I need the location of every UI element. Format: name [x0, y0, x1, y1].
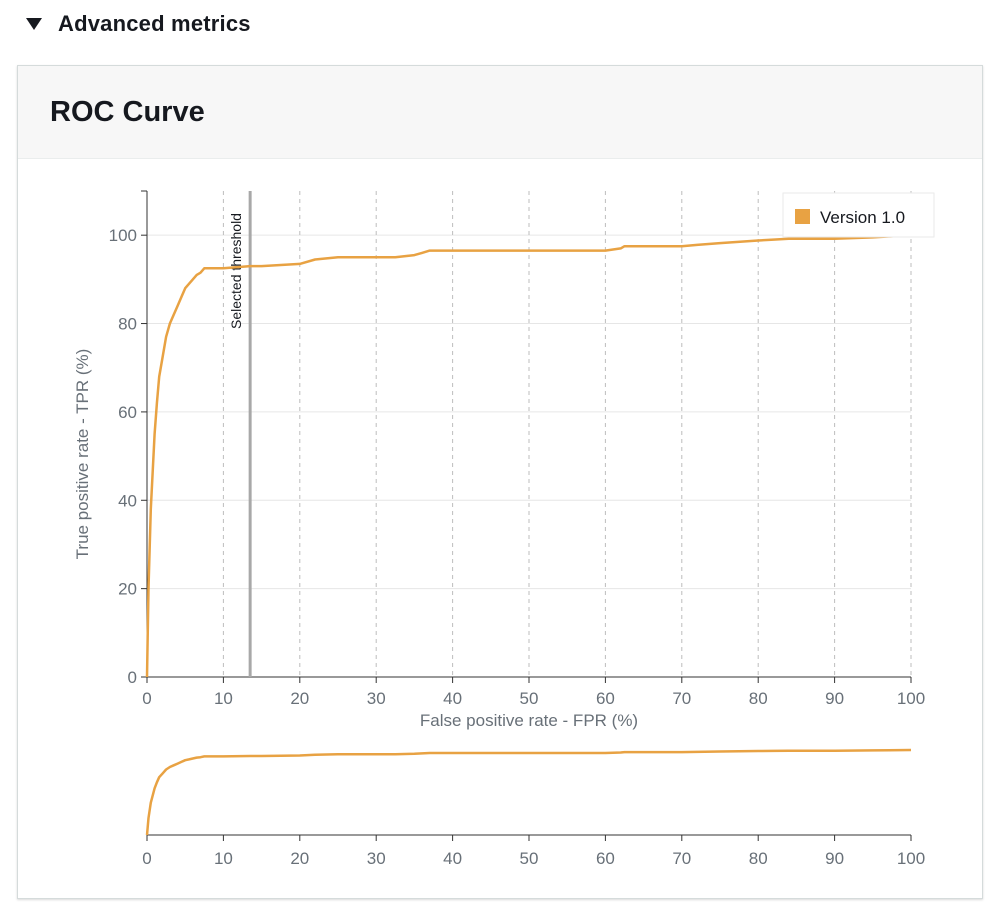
y-tick-label: 0 — [128, 668, 137, 687]
overview-x-tick-label: 100 — [897, 849, 925, 868]
overview-x-tick-label: 30 — [367, 849, 386, 868]
x-tick-label: 80 — [749, 689, 768, 708]
section-title: Advanced metrics — [58, 11, 251, 36]
selected-threshold-label: Selected threshold — [228, 213, 244, 329]
x-axis-label: False positive rate - FPR (%) — [420, 711, 638, 730]
overview-x-tick-label: 10 — [214, 849, 233, 868]
caret-down-icon[interactable] — [26, 18, 42, 30]
y-tick-label: 20 — [118, 580, 137, 599]
overview-x-tick-label: 70 — [672, 849, 691, 868]
overview-x-tick-label: 40 — [443, 849, 462, 868]
overview-x-tick-label: 50 — [520, 849, 539, 868]
x-tick-label: 50 — [520, 689, 539, 708]
panel-title: ROC Curve — [50, 95, 205, 128]
y-tick-label: 80 — [118, 315, 137, 334]
y-tick-label: 60 — [118, 403, 137, 422]
x-tick-label: 70 — [672, 689, 691, 708]
legend-swatch — [795, 209, 810, 224]
overview-x-tick-label: 0 — [142, 849, 151, 868]
overview-x-tick-label: 90 — [825, 849, 844, 868]
x-tick-label: 60 — [596, 689, 615, 708]
overview-x-tick-label: 80 — [749, 849, 768, 868]
legend-label: Version 1.0 — [820, 208, 905, 227]
x-tick-label: 10 — [214, 689, 233, 708]
x-tick-label: 20 — [290, 689, 309, 708]
series-line-version-1 — [145, 233, 912, 678]
overview-x-tick-label: 60 — [596, 849, 615, 868]
x-tick-label: 40 — [443, 689, 462, 708]
y-tick-label: 100 — [109, 226, 137, 245]
panel-header: ROC Curve — [18, 66, 982, 159]
x-tick-label: 0 — [142, 689, 151, 708]
roc-curve-panel: ROC Curve 0 20 40 60 80 100 0 10 20 30 40 50 60 70 80 9… — [17, 65, 983, 899]
y-axis-label: True positive rate - TPR (%) — [73, 349, 92, 560]
overview-x-tick-label: 20 — [290, 849, 309, 868]
x-tick-label: 90 — [825, 689, 844, 708]
y-tick-label: 40 — [118, 491, 137, 510]
x-tick-label: 100 — [897, 689, 925, 708]
overview-series-line — [145, 748, 912, 836]
x-tick-label: 30 — [367, 689, 386, 708]
advanced-metrics-toggle[interactable]: Advanced metrics — [26, 8, 251, 40]
